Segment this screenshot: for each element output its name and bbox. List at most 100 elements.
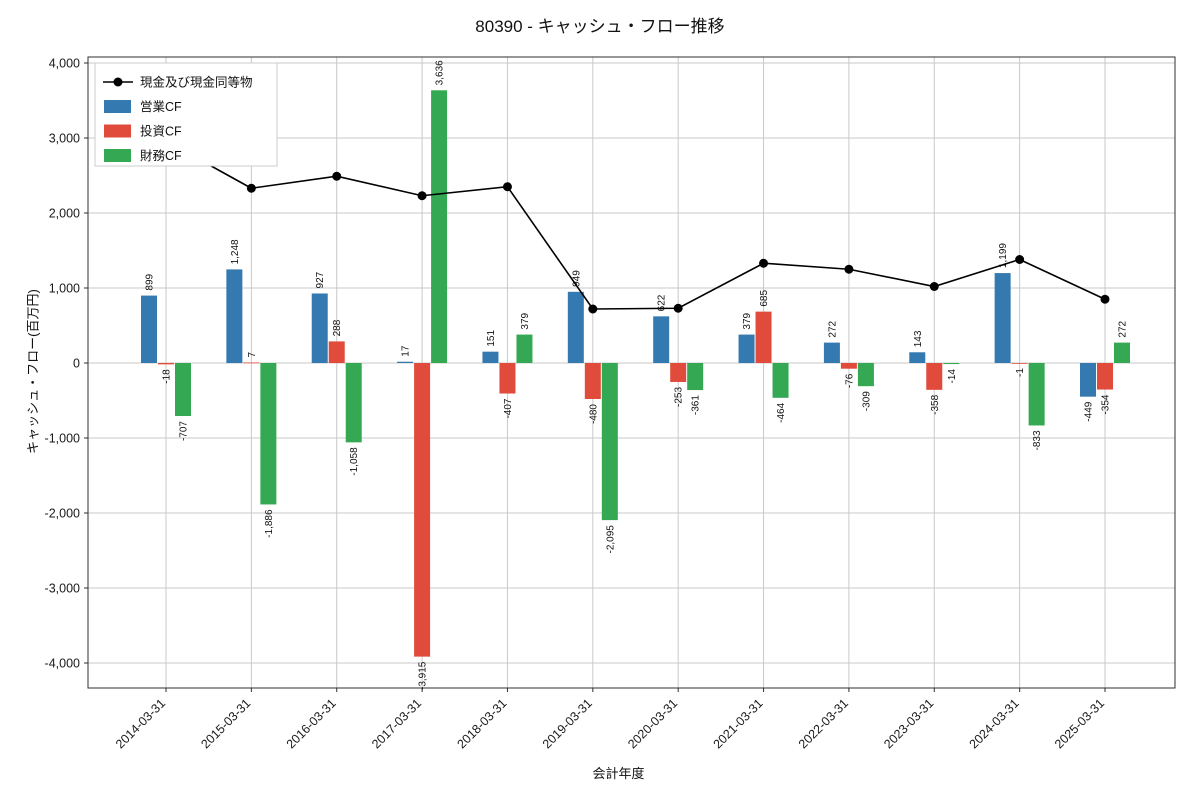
bar-value-label: -361 [691, 395, 702, 415]
bar-investing-cf [158, 363, 174, 365]
bar-financing-cf [260, 363, 277, 505]
bar-value-label: 927 [315, 271, 326, 288]
bar-operating-cf [397, 361, 414, 363]
bar-value-label: 379 [742, 312, 753, 329]
bar-value-label: 7 [247, 351, 258, 357]
bar-value-label: 1,248 [230, 239, 241, 264]
y-tick-label: -1,000 [45, 432, 80, 446]
bar-value-label: 143 [913, 330, 924, 347]
bar-value-label: 949 [571, 270, 582, 287]
x-tick-label: 2019-03-31 [540, 696, 595, 751]
bar-value-label: -407 [503, 398, 514, 418]
bar-value-label: -358 [930, 394, 941, 414]
bar-value-label: -833 [1032, 430, 1043, 450]
x-tick-label: 2025-03-31 [1052, 696, 1107, 751]
bar-financing-cf [601, 363, 618, 521]
bar-operating-cf [1080, 363, 1096, 397]
legend-swatch [104, 124, 131, 138]
y-tick-label: 2,000 [49, 207, 80, 221]
x-tick-label: 2024-03-31 [967, 696, 1022, 751]
cash-line-marker [588, 304, 598, 314]
bar-investing-cf [1011, 363, 1028, 364]
x-tick-label: 2022-03-31 [796, 696, 851, 751]
bar-value-label: -253 [674, 387, 685, 407]
bar-operating-cf [909, 352, 926, 363]
bar-financing-cf [345, 363, 362, 443]
legend-swatch [104, 149, 131, 162]
bar-financing-cf [1114, 342, 1130, 363]
bar-financing-cf [687, 363, 704, 391]
cash-line-marker [246, 183, 256, 193]
y-tick-label: -2,000 [45, 507, 80, 521]
bar-value-label: -1 [1015, 368, 1026, 377]
bar-investing-cf [755, 311, 772, 363]
bar-investing-cf [1097, 363, 1113, 390]
y-tick-label: -4,000 [45, 657, 80, 671]
legend-label: 財務CF [140, 148, 182, 163]
bar-value-label: -309 [861, 391, 872, 411]
x-tick-label: 2015-03-31 [198, 696, 253, 751]
bar-value-label: 17 [401, 345, 412, 357]
cash-line-marker [1100, 294, 1110, 304]
bar-investing-cf [328, 341, 345, 363]
bar-investing-cf [840, 363, 857, 369]
bar-operating-cf [567, 291, 584, 363]
bar-value-label: 685 [759, 290, 770, 307]
bar-value-label: 151 [486, 330, 497, 347]
x-axis-label: 会計年度 [592, 766, 645, 781]
bar-operating-cf [653, 316, 670, 363]
cash-line-marker [673, 303, 683, 313]
x-tick-label: 2023-03-31 [881, 696, 936, 751]
bar-value-label: 272 [1118, 320, 1129, 337]
bar-operating-cf [994, 273, 1011, 363]
bar-value-label: 899 [145, 273, 156, 290]
bar-value-label: 379 [520, 312, 531, 329]
x-tick-label: 2020-03-31 [625, 696, 680, 751]
bar-operating-cf [311, 293, 328, 363]
bar-investing-cf [414, 363, 431, 657]
y-tick-label: 0 [73, 357, 80, 371]
bar-value-label: -480 [588, 404, 599, 424]
cash-line-marker [332, 171, 342, 181]
bar-value-label: -14 [947, 369, 958, 384]
bar-financing-cf [516, 334, 533, 363]
y-tick-label: 4,000 [49, 57, 80, 71]
cash-line [165, 140, 1106, 310]
bar-value-label: 1,199 [998, 243, 1009, 268]
bar-value-label: -354 [1101, 394, 1112, 414]
cash-line-marker [502, 182, 512, 192]
bar-value-label: 3,636 [435, 60, 446, 85]
legend-label: 現金及び現金同等物 [140, 75, 253, 90]
bar-value-label: -449 [1084, 401, 1095, 421]
chart-title: 80390 - キャッシュ・フロー推移 [475, 17, 725, 36]
plot-border [87, 56, 1176, 689]
y-tick-label: -3,000 [45, 582, 80, 596]
bar-value-label: -76 [844, 373, 855, 388]
x-tick-label: 2018-03-31 [454, 696, 509, 751]
bar-financing-cf [943, 363, 960, 365]
legend-label: 投資CF [140, 124, 182, 139]
x-tick-label: 2017-03-31 [369, 696, 424, 751]
bar-value-label: -2,095 [605, 525, 616, 554]
bar-operating-cf [226, 269, 243, 363]
bar-value-label: -464 [776, 402, 787, 422]
bar-investing-cf [499, 363, 516, 394]
cash-line-marker [1015, 255, 1025, 264]
bar-financing-cf [1028, 363, 1045, 426]
bar-investing-cf [670, 363, 687, 382]
bar-operating-cf [141, 295, 157, 363]
x-tick-label: 2014-03-31 [113, 696, 168, 751]
y-tick-label: 3,000 [49, 132, 80, 146]
bar-value-label: 622 [657, 294, 668, 311]
x-tick-label: 2021-03-31 [711, 696, 766, 751]
y-tick-label: 1,000 [49, 282, 80, 296]
bar-operating-cf [823, 342, 840, 363]
bar-financing-cf [857, 363, 874, 387]
bar-value-label: -3,915 [418, 661, 429, 690]
bar-value-label: 272 [827, 320, 838, 337]
bar-value-label: -18 [162, 369, 173, 384]
legend [94, 62, 278, 167]
bar-investing-cf [243, 362, 260, 364]
bar-value-label: -1,886 [264, 509, 275, 538]
